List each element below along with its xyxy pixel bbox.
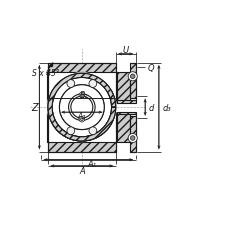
- Text: A₂: A₂: [77, 112, 86, 121]
- Polygon shape: [116, 112, 135, 142]
- Circle shape: [48, 74, 115, 141]
- Text: S x 45°: S x 45°: [31, 69, 59, 78]
- Circle shape: [79, 117, 84, 123]
- Polygon shape: [48, 91, 115, 141]
- Circle shape: [130, 75, 134, 79]
- Text: U: U: [122, 46, 128, 55]
- Polygon shape: [129, 117, 135, 152]
- Circle shape: [89, 127, 96, 135]
- Text: Q: Q: [147, 63, 154, 72]
- Polygon shape: [52, 123, 111, 141]
- Circle shape: [79, 93, 84, 98]
- Text: Z: Z: [31, 103, 38, 113]
- Circle shape: [128, 134, 137, 143]
- Polygon shape: [47, 112, 116, 152]
- Polygon shape: [129, 63, 135, 98]
- Circle shape: [130, 136, 134, 141]
- Text: A₁: A₁: [87, 159, 96, 168]
- Circle shape: [47, 73, 116, 142]
- Text: A: A: [79, 166, 84, 175]
- Circle shape: [89, 80, 96, 88]
- Circle shape: [80, 94, 83, 97]
- Polygon shape: [48, 74, 115, 141]
- Circle shape: [71, 97, 93, 119]
- Circle shape: [128, 72, 137, 82]
- Circle shape: [80, 118, 83, 121]
- Circle shape: [52, 78, 111, 137]
- Text: B₁: B₁: [79, 91, 87, 100]
- Circle shape: [67, 80, 74, 88]
- Circle shape: [59, 85, 104, 130]
- Text: d₃: d₃: [162, 103, 171, 112]
- Polygon shape: [47, 63, 116, 103]
- Polygon shape: [116, 73, 135, 103]
- Polygon shape: [59, 85, 104, 130]
- Circle shape: [67, 127, 74, 135]
- Text: d: d: [148, 103, 153, 112]
- Circle shape: [68, 95, 95, 121]
